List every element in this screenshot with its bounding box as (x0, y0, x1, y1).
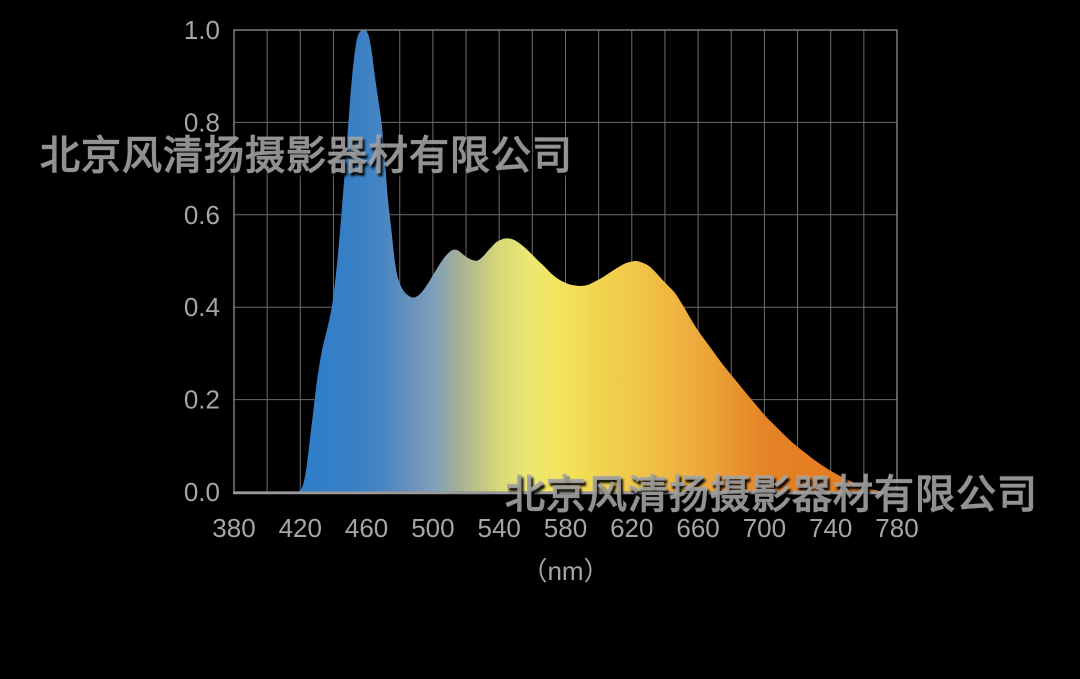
svg-text:0.6: 0.6 (184, 200, 220, 230)
svg-text:0.0: 0.0 (184, 477, 220, 507)
svg-text:540: 540 (478, 513, 521, 543)
svg-text:620: 620 (610, 513, 653, 543)
svg-text:660: 660 (676, 513, 719, 543)
svg-text:460: 460 (345, 513, 388, 543)
svg-text:740: 740 (809, 513, 852, 543)
svg-text:500: 500 (411, 513, 454, 543)
y-axis-tick-labels: 0.0 0.2 0.4 0.6 0.8 1.0 (184, 15, 220, 507)
svg-text:0.2: 0.2 (184, 385, 220, 415)
svg-text:1.0: 1.0 (184, 15, 220, 45)
x-axis-tick-labels: 380 420 460 500 540 580 620 660 700 740 780 (212, 513, 918, 543)
svg-text:380: 380 (212, 513, 255, 543)
svg-text:420: 420 (279, 513, 322, 543)
svg-text:0.4: 0.4 (184, 292, 220, 322)
svg-text:0.8: 0.8 (184, 107, 220, 137)
svg-text:700: 700 (743, 513, 786, 543)
svg-text:780: 780 (875, 513, 918, 543)
svg-text:580: 580 (544, 513, 587, 543)
x-axis-unit-label: （nm） (521, 556, 609, 586)
spectrum-area (290, 30, 889, 492)
